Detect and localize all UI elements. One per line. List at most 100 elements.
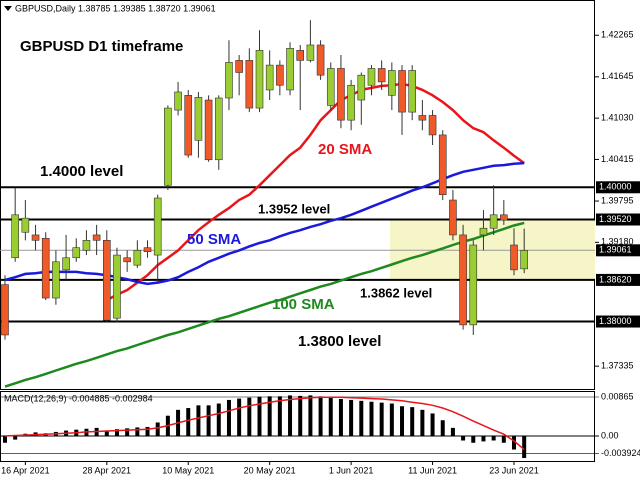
sma-line xyxy=(4,221,525,388)
candle-body xyxy=(449,199,457,236)
y-tick-label: 1.39795 xyxy=(601,195,634,205)
candle-body xyxy=(316,44,325,76)
level-note: 1.4000 level xyxy=(40,163,123,180)
candle-body xyxy=(337,68,345,121)
sma-label: 100 SMA xyxy=(272,296,335,313)
macd-bar xyxy=(338,399,343,436)
macd-bar xyxy=(298,395,303,436)
sma-label: 20 SMA xyxy=(318,141,372,158)
macd-bar xyxy=(308,395,313,436)
level-tag-label: 1.39520 xyxy=(599,214,632,224)
level-tag xyxy=(596,315,640,328)
y-tick-label: 1.41030 xyxy=(601,113,634,123)
x-tick-label: 28 Apr 2021 xyxy=(83,465,132,475)
candle-body xyxy=(184,95,193,156)
candle-body xyxy=(164,107,172,186)
x-tick-label: 20 May 2021 xyxy=(244,465,296,475)
candle-body xyxy=(438,134,447,195)
level-tag-label: 1.40000 xyxy=(599,182,632,192)
candle-body xyxy=(153,197,162,256)
macd-bar xyxy=(267,396,272,436)
candle-body xyxy=(174,91,182,111)
sma-line xyxy=(106,82,525,302)
macd-bar xyxy=(369,401,374,436)
candle-body xyxy=(133,250,142,266)
macd-bar xyxy=(196,405,201,436)
candle-body xyxy=(388,70,396,96)
candle-body xyxy=(235,60,243,73)
candle-body xyxy=(11,214,19,259)
candle-body xyxy=(92,234,101,241)
macd-bar xyxy=(216,403,221,436)
candle-body xyxy=(347,84,355,121)
macd-frame xyxy=(0,391,595,462)
level-tag-label: 1.38620 xyxy=(599,274,632,284)
macd-bar xyxy=(430,413,435,436)
candle-body xyxy=(418,115,427,121)
highlight-zone xyxy=(390,219,595,280)
macd-bar xyxy=(3,435,7,443)
level-tag xyxy=(596,181,640,194)
candle-body xyxy=(1,284,9,336)
macd-bar xyxy=(186,408,191,436)
macd-bar xyxy=(145,426,150,436)
sma-label: 50 SMA xyxy=(187,231,241,248)
macd-bar xyxy=(155,422,160,436)
candle-body xyxy=(255,50,264,109)
x-tick-label: 11 Jun 2021 xyxy=(408,465,457,475)
macd-title: MACD(12,26,9) -0.004885 -0.002984 xyxy=(4,393,153,403)
x-tick-label: 1 Jun 2021 xyxy=(329,465,374,475)
macd-bar xyxy=(349,399,354,436)
level-note: 1.3800 level xyxy=(298,333,381,350)
x-tick-label: 16 Apr 2021 xyxy=(1,465,50,475)
macd-bar xyxy=(359,400,364,436)
chart-title: GBPUSD D1 timeframe xyxy=(20,38,183,55)
candle-body xyxy=(428,115,437,136)
macd-bar xyxy=(420,409,425,436)
candle-body xyxy=(520,250,528,270)
macd-bar xyxy=(501,435,506,443)
level-note: 1.3862 level xyxy=(360,285,432,300)
y-tick-label: 1.42265 xyxy=(601,30,634,40)
candle-body xyxy=(276,64,284,86)
candle-body xyxy=(21,217,30,233)
macd-tick-label: -0.003924 xyxy=(601,448,640,458)
candle-body xyxy=(265,64,274,91)
y-tick-label: 1.40415 xyxy=(601,154,634,164)
macd-bar xyxy=(135,427,140,436)
candle-body xyxy=(459,234,467,326)
macd-bar xyxy=(114,429,119,436)
macd-bar xyxy=(104,430,109,436)
chart-header: GBPUSD,Daily 1.38785 1.39385 1.38720 1.3… xyxy=(15,3,216,13)
candle-body xyxy=(377,68,386,83)
macd-bar xyxy=(471,435,476,443)
level-note: 1.3952 level xyxy=(258,201,330,216)
macd-bar xyxy=(247,397,252,436)
x-tick-label: 10 May 2021 xyxy=(162,465,214,475)
candle-body xyxy=(113,254,121,319)
macd-bar xyxy=(440,420,445,436)
candle-body xyxy=(479,227,488,236)
sma-line xyxy=(4,161,525,286)
menu-arrow xyxy=(4,6,12,11)
x-tick-label: 23 Jun 2021 xyxy=(489,465,539,475)
level-tag xyxy=(596,273,640,286)
macd-tick-label: 0.00 xyxy=(601,430,619,440)
macd-tick-label: 0.00865 xyxy=(601,391,634,401)
macd-bar xyxy=(450,427,455,436)
macd-bar xyxy=(13,435,18,440)
candle-body xyxy=(41,237,50,299)
candle-body xyxy=(510,244,518,271)
level-tag-label: 1.39061 xyxy=(599,245,632,255)
macd-bar xyxy=(400,406,405,436)
candle-body xyxy=(469,244,478,326)
candle-body xyxy=(500,214,508,221)
macd-signal xyxy=(4,396,525,450)
macd-bar xyxy=(288,395,293,436)
candle-body xyxy=(103,240,111,321)
y-tick-label: 1.39180 xyxy=(601,237,634,247)
candle-body xyxy=(225,62,233,99)
candle-body xyxy=(72,247,81,259)
candle-body xyxy=(143,247,152,253)
